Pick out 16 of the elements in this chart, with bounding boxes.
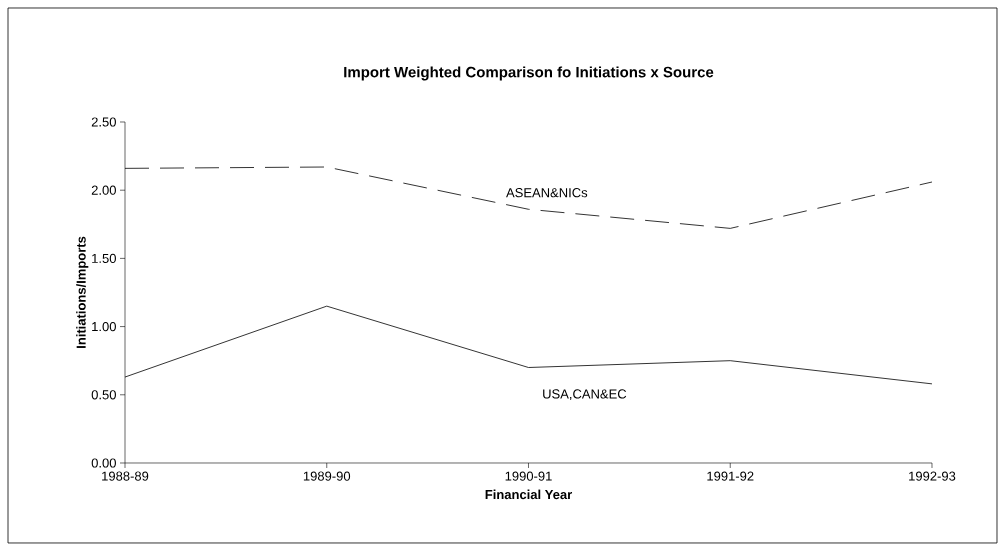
x-tick-label: 1988-89 (102, 471, 149, 481)
series-label: USA,CAN&EC (543, 389, 627, 401)
y-tick-label: 0.00 (91, 458, 116, 468)
x-axis-title: Financial Year (485, 489, 573, 500)
y-tick-label: 1.00 (92, 321, 116, 332)
y-tick-label: 2.50 (91, 117, 116, 127)
y-tick-label: 1.50 (92, 253, 116, 263)
x-tick-label: 1992-93 (909, 471, 956, 481)
series-label: ASEAN&NICs (506, 188, 588, 198)
y-tick-label: 0.50 (91, 390, 116, 400)
chart-title: Import Weighted Comparison fo Initiations x Source (344, 66, 714, 81)
y-axis-title: Initiations/Imports (76, 236, 89, 348)
x-tick-label: 1991-92 (707, 471, 754, 481)
x-tick-label: 1989-90 (303, 471, 351, 481)
y-tick-label: 2.00 (91, 185, 116, 195)
x-tick-label: 1990-91 (505, 471, 552, 481)
